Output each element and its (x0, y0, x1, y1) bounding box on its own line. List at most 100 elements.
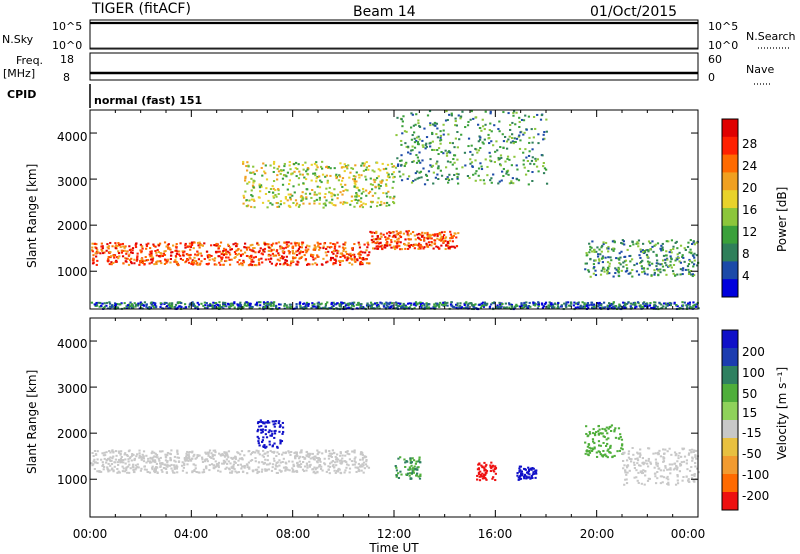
echo-cell (544, 302, 547, 305)
echo-cell (107, 245, 111, 248)
echo-cell (325, 247, 328, 250)
vel-cbar-tick-m50: -50 (742, 447, 762, 461)
echo-cell (606, 269, 609, 272)
echo-cell (589, 447, 593, 450)
echo-cell (494, 465, 497, 468)
echo-cell (691, 261, 694, 264)
echo-cell (450, 112, 453, 115)
echo-cell (482, 179, 485, 182)
echo-cell (371, 169, 374, 172)
echo-cell (196, 306, 199, 309)
echo-cell (272, 180, 276, 183)
echo-cell (333, 303, 336, 306)
echo-cell (380, 180, 384, 183)
echo-cell (119, 246, 122, 249)
echo-cell (362, 202, 365, 205)
echo-cell (505, 140, 509, 143)
echo-cell (656, 259, 659, 262)
echo-cell (257, 196, 260, 199)
echo-cell (145, 461, 148, 464)
echo-cell (275, 250, 278, 253)
echo-cell (534, 471, 538, 474)
echo-cell (654, 301, 657, 304)
echo-cell (614, 272, 617, 275)
echo-cell (400, 118, 403, 121)
echo-cell (637, 471, 640, 474)
echo-cell (679, 462, 682, 465)
echo-cell (636, 459, 640, 462)
echo-cell (456, 158, 459, 161)
echo-cell (97, 251, 100, 254)
echo-cell (93, 450, 97, 453)
echo-cell (236, 249, 239, 252)
echo-cell (292, 202, 295, 205)
echo-cell (139, 243, 142, 246)
echo-cell (380, 181, 383, 184)
echo-cell (296, 260, 299, 263)
echo-cell (90, 301, 94, 304)
echo-cell (327, 465, 330, 468)
echo-cell (274, 189, 277, 192)
echo-cell (626, 459, 629, 462)
echo-cell (416, 472, 419, 475)
echo-cell (308, 454, 311, 457)
echo-cell (159, 462, 162, 465)
echo-cell (182, 251, 185, 254)
echo-cell (410, 149, 413, 152)
echo-cell (410, 472, 414, 475)
echo-cell (307, 248, 310, 251)
echo-cell (453, 146, 456, 149)
echo-cell (632, 243, 635, 246)
echo-cell (256, 422, 260, 425)
echo-cell (389, 196, 392, 199)
echo-cell (257, 261, 261, 264)
echo-cell (356, 259, 359, 262)
echo-cell (217, 461, 221, 464)
echo-cell (128, 303, 131, 306)
echo-cell (389, 243, 392, 246)
echo-cell (637, 242, 640, 245)
echo-cell (656, 242, 660, 245)
echo-cell (651, 245, 654, 248)
echo-cell (530, 128, 533, 131)
echo-cell (650, 274, 653, 277)
echo-cell (594, 259, 597, 262)
echo-cell (319, 165, 323, 168)
echo-cell (629, 272, 632, 275)
echo-cell (665, 254, 668, 257)
echo-cell (197, 454, 200, 457)
echo-cell (627, 456, 631, 459)
echo-cell (301, 191, 304, 194)
echo-cell (639, 452, 642, 455)
echo-cell (380, 200, 383, 203)
echo-cell (225, 458, 228, 461)
echo-cell (661, 475, 664, 478)
echo-cell (326, 301, 329, 304)
echo-cell (130, 459, 133, 462)
echo-cell (188, 303, 191, 306)
echo-cell (553, 306, 556, 309)
beam-title: Beam 14 (353, 4, 416, 20)
echo-cell (400, 179, 404, 182)
echo-cell (419, 239, 422, 242)
echo-cell (471, 165, 474, 168)
echo-cell (659, 455, 662, 458)
echo-cell (442, 234, 446, 237)
echo-cell (213, 306, 217, 309)
echo-cell (286, 264, 289, 267)
echo-cell (443, 303, 446, 306)
echo-cell (338, 305, 342, 308)
echo-cell (414, 123, 417, 126)
echo-cell (607, 302, 611, 305)
echo-cell (277, 192, 280, 195)
echo-cell (432, 306, 435, 309)
echo-cell (294, 457, 297, 460)
echo-cell (270, 430, 273, 433)
echo-cell (386, 305, 389, 308)
xtick-0400: 04:00 (174, 527, 209, 541)
echo-cell (585, 252, 588, 255)
echo-cell (294, 454, 297, 457)
echo-cell (374, 185, 377, 188)
echo-cell (489, 159, 492, 162)
echo-cell (261, 439, 264, 442)
